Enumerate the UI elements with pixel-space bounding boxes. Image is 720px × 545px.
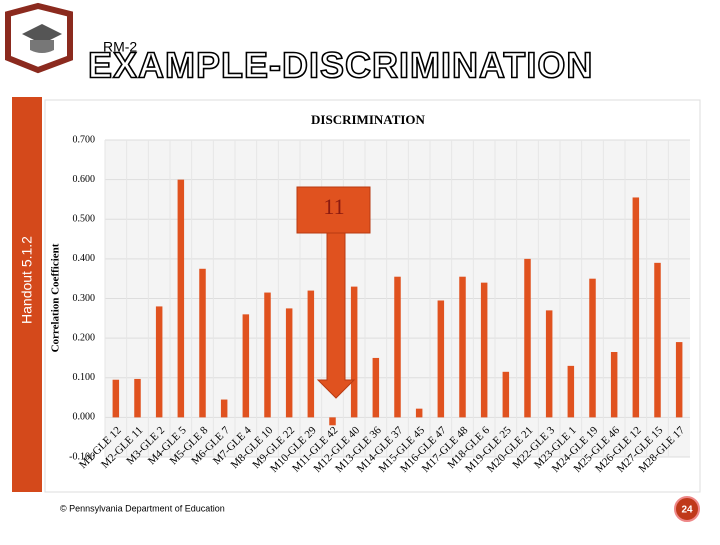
page-number: 24 bbox=[681, 505, 693, 516]
slide-title: EXAMPLE-DISCRIMINATION bbox=[88, 45, 593, 86]
callout-box bbox=[296, 186, 371, 234]
bar bbox=[654, 262, 661, 418]
y-tick-label: 0.400 bbox=[73, 253, 96, 264]
y-tick-label: -0.100 bbox=[69, 451, 95, 462]
bar bbox=[155, 306, 163, 418]
callout-text: 11 bbox=[323, 194, 344, 219]
logo bbox=[5, 2, 73, 74]
footer: © Pennsylvania Department of Education bbox=[60, 503, 225, 513]
bar bbox=[372, 357, 380, 418]
bar bbox=[220, 399, 228, 418]
page-badge bbox=[674, 496, 700, 522]
bar bbox=[112, 379, 120, 418]
bar bbox=[437, 300, 445, 418]
bar bbox=[480, 282, 488, 418]
bar bbox=[589, 278, 596, 418]
bar bbox=[545, 310, 553, 418]
bar bbox=[394, 276, 401, 418]
y-tick-label: 0.200 bbox=[73, 332, 96, 343]
bar bbox=[567, 365, 575, 418]
chart-title: DISCRIMINATION bbox=[311, 112, 425, 127]
bar bbox=[242, 314, 250, 418]
y-tick-label: 0.500 bbox=[73, 214, 96, 225]
side-label: Handout 5.1.2 bbox=[19, 236, 35, 324]
bar bbox=[307, 290, 315, 418]
bar bbox=[415, 408, 423, 418]
y-tick-label: 0.000 bbox=[73, 412, 96, 423]
bar bbox=[675, 342, 683, 418]
y-tick-label: 0.100 bbox=[73, 372, 96, 383]
y-tick-label: 0.600 bbox=[73, 174, 96, 185]
bar bbox=[329, 417, 336, 426]
bar bbox=[285, 308, 293, 418]
bar bbox=[459, 276, 466, 418]
bar bbox=[524, 258, 531, 418]
side-bar bbox=[12, 97, 42, 492]
y-tick-label: 0.700 bbox=[73, 134, 96, 145]
bar bbox=[177, 179, 185, 418]
bar bbox=[199, 268, 206, 418]
bar bbox=[134, 378, 141, 418]
slide-tag: RM-2 bbox=[103, 39, 137, 55]
bar bbox=[610, 351, 618, 418]
bar bbox=[502, 371, 510, 418]
callout-arrow bbox=[316, 232, 356, 399]
y-axis-label: Correlation Coefficient bbox=[50, 243, 62, 352]
bar bbox=[632, 197, 640, 418]
bar bbox=[264, 292, 271, 418]
y-tick-label: 0.300 bbox=[73, 293, 96, 304]
bar bbox=[350, 286, 358, 418]
callout: 11 bbox=[296, 186, 371, 399]
